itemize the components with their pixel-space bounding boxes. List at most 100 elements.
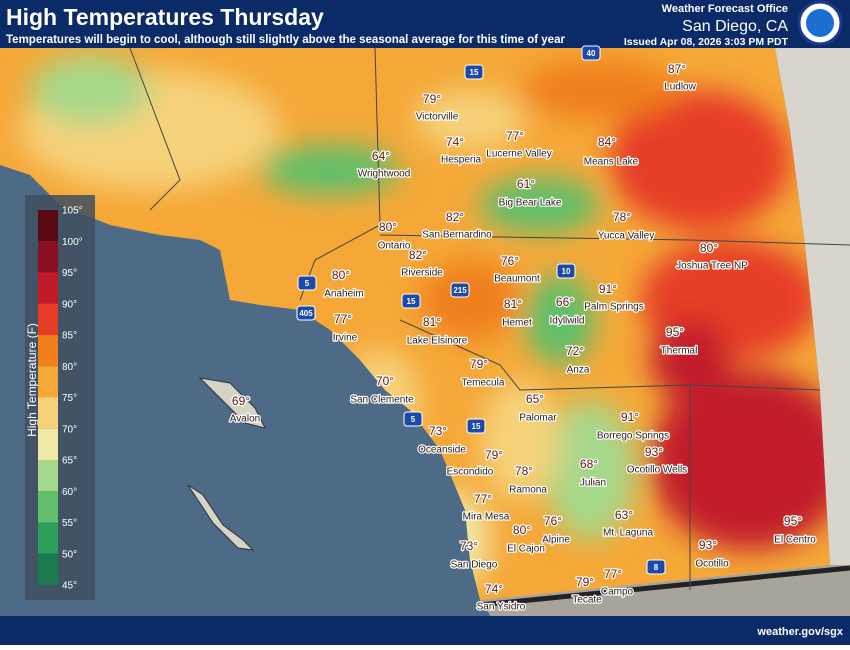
legend-swatch <box>38 335 58 367</box>
legend-swatch <box>38 366 58 398</box>
city-temp: 64° <box>372 149 390 163</box>
city-name: Ocotillo Wells <box>627 465 687 476</box>
legend-swatch <box>38 272 58 304</box>
temperature-field <box>0 48 830 615</box>
highway-shield <box>466 418 486 434</box>
city-name: Anaheim <box>324 289 363 300</box>
legend-title: High Temperature (F) <box>25 323 39 437</box>
island <box>198 377 266 429</box>
nws-logo-inner <box>806 9 834 37</box>
city-name: Oceanside <box>418 445 466 456</box>
highway-shield <box>297 275 317 291</box>
island <box>187 484 255 551</box>
city-temp: 68° <box>580 457 598 471</box>
city-temp: 87° <box>668 62 686 76</box>
city-temp: 79° <box>470 357 488 371</box>
city-temp: 74° <box>485 582 503 596</box>
city-name: Palm Springs <box>584 302 643 313</box>
city-temp: 95° <box>784 514 802 528</box>
city-name: Borrego Springs <box>597 431 669 442</box>
city-name: Avalon <box>230 414 260 425</box>
legend-label: 70° <box>62 424 77 435</box>
city-temp: 80° <box>379 220 397 234</box>
highway-number: 10 <box>562 267 571 276</box>
city-name: San Bernardino <box>422 230 492 241</box>
issued: Issued Apr 08, 2026 3:03 PM PDT <box>624 36 789 48</box>
nevada-arizona <box>775 48 850 565</box>
city-name: Hemet <box>502 318 532 329</box>
city-name: Victorville <box>416 112 459 123</box>
city-temp: 95° <box>666 325 684 339</box>
highway-number: 5 <box>305 279 310 288</box>
legend-label: 90° <box>62 299 77 310</box>
city-name: Alpine <box>542 535 570 546</box>
highway-shield <box>403 411 423 427</box>
city-temp: 91° <box>599 282 617 296</box>
city-temp: 91° <box>621 410 639 424</box>
city-temp: 79° <box>423 92 441 106</box>
city-name: Escondido <box>447 467 494 478</box>
highway-number: 15 <box>407 297 416 306</box>
legend-label: 65° <box>62 456 77 467</box>
city-name: Anza <box>567 365 590 376</box>
city-temp: 73° <box>429 424 447 438</box>
highway-shield <box>581 45 601 61</box>
city-name: Beaumont <box>494 274 540 285</box>
city-temp: 77° <box>334 312 352 326</box>
city-temp: 84° <box>598 135 616 149</box>
legend-label: 50° <box>62 549 77 560</box>
city-name: Julian <box>580 478 606 489</box>
city-name: Mira Mesa <box>463 512 510 523</box>
legend-label: 95° <box>62 268 77 279</box>
legend-swatch <box>38 522 58 554</box>
subtitle: Temperatures will begin to cool, althoug… <box>6 34 565 46</box>
city-temp: 76° <box>544 514 562 528</box>
city-name: Ramona <box>509 485 547 496</box>
highway-shield <box>556 263 576 279</box>
city-name: Irvine <box>333 333 358 344</box>
city-name: Means Lake <box>584 157 639 168</box>
city-name: Ocotillo <box>695 559 729 570</box>
city-temp: 80° <box>700 241 718 255</box>
city-temp: 65° <box>526 392 544 406</box>
city-temp: 61° <box>517 177 535 191</box>
city-temp: 81° <box>423 315 441 329</box>
city-temp: 72° <box>566 344 584 358</box>
highway-number: 405 <box>299 309 313 318</box>
highway-shield <box>464 64 484 80</box>
city-name: El Cajon <box>507 544 545 555</box>
city-name: Thermal <box>661 346 698 357</box>
city-temp: 66° <box>556 295 574 309</box>
city-temp: 76° <box>501 254 519 268</box>
city-temp: 69° <box>232 394 250 408</box>
city-temp: 82° <box>409 248 427 262</box>
footer: weather.gov/sgx <box>756 626 843 638</box>
highway-number: 8 <box>654 563 659 572</box>
city-name: Lucerne Valley <box>486 149 551 160</box>
highway-number: 215 <box>453 286 467 295</box>
city-name: Hesperia <box>441 155 481 166</box>
footer-bar <box>0 616 850 645</box>
highway-shield <box>296 305 316 321</box>
legend-swatch <box>38 210 58 242</box>
legend-box <box>25 195 95 600</box>
city-name: Campo <box>601 587 634 598</box>
city-temp: 81° <box>504 297 522 311</box>
legend-swatch <box>38 428 58 460</box>
legend-swatch <box>38 553 58 585</box>
city-temp: 70° <box>376 374 394 388</box>
city-temp: 93° <box>645 445 663 459</box>
legend-swatch <box>38 460 58 492</box>
city-name: Idyllwild <box>549 316 584 327</box>
city-temp: 79° <box>576 575 594 589</box>
highway-shield <box>646 559 666 575</box>
legend-label: 55° <box>62 518 77 529</box>
legend-swatch <box>38 303 58 335</box>
city-name: Joshua Tree NP <box>676 261 748 272</box>
location: San Diego, CA <box>682 18 788 35</box>
city-temp: 79° <box>485 448 503 462</box>
city-temp: 73° <box>460 539 478 553</box>
city-temp: 74° <box>446 135 464 149</box>
office: Weather Forecast Office <box>662 3 788 15</box>
